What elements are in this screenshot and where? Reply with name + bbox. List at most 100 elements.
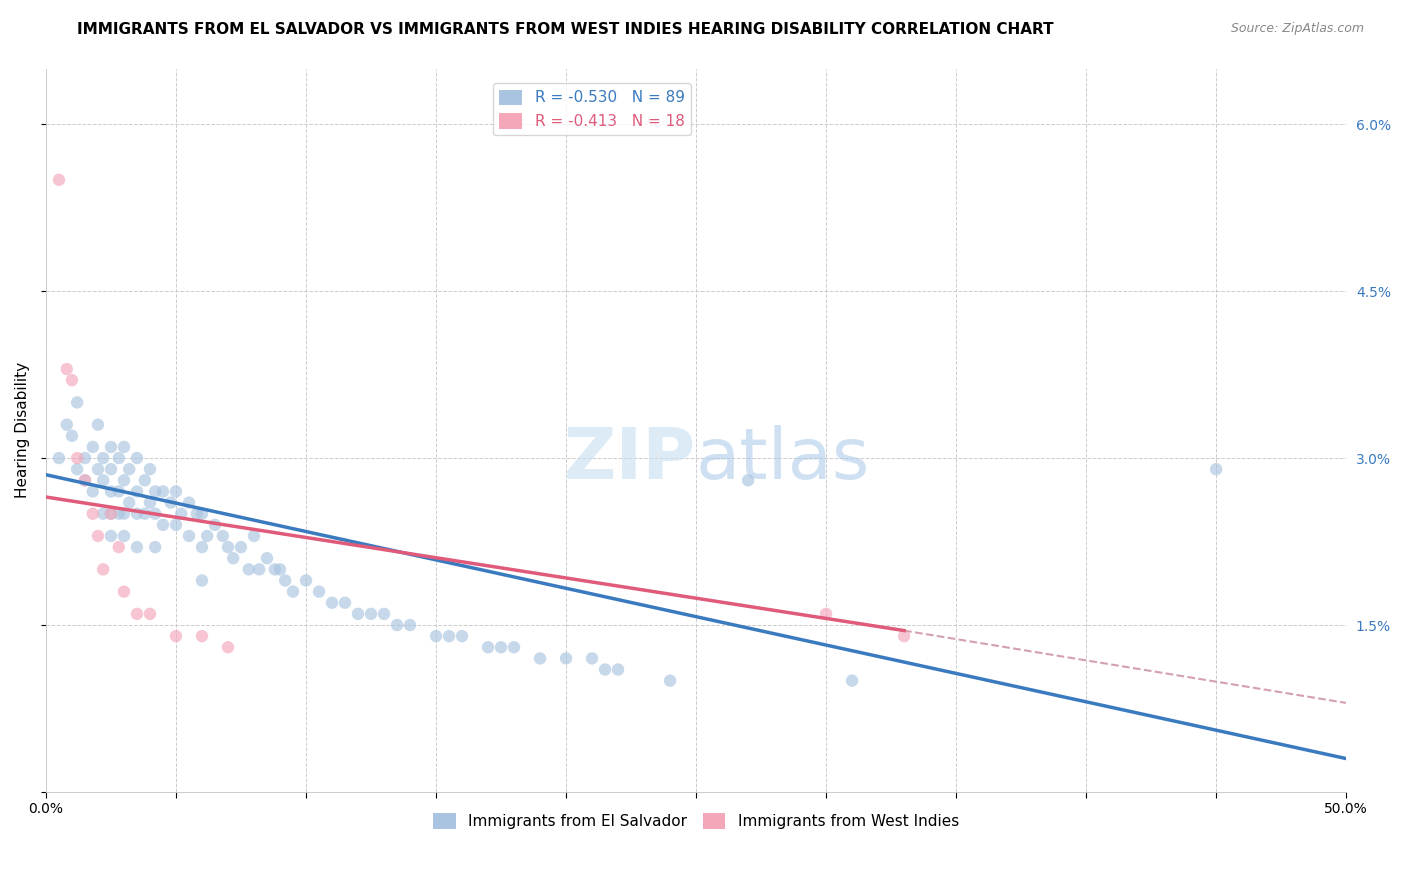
Point: [87, 462, 110, 476]
Point: [451, 629, 474, 643]
Point: [607, 663, 630, 677]
Point: [159, 495, 181, 509]
Text: IMMIGRANTS FROM EL SALVADOR VS IMMIGRANTS FROM WEST INDIES HEARING DISABILITY CO: IMMIGRANTS FROM EL SALVADOR VS IMMIGRANT…: [77, 22, 1054, 37]
Point: [66, 462, 89, 476]
Point: [1205, 462, 1227, 476]
Point: [347, 607, 370, 621]
Point: [66, 451, 89, 466]
Point: [125, 451, 148, 466]
Point: [91, 473, 114, 487]
Point: [143, 507, 166, 521]
Point: [217, 640, 239, 655]
Point: [112, 507, 135, 521]
Point: [112, 473, 135, 487]
Point: [399, 618, 422, 632]
Point: [112, 529, 135, 543]
Point: [385, 618, 408, 632]
Point: [125, 484, 148, 499]
Point: [503, 640, 526, 655]
Point: [107, 507, 129, 521]
Point: [118, 462, 141, 476]
Point: [48, 451, 70, 466]
Point: [360, 607, 382, 621]
Point: [100, 462, 122, 476]
Point: [139, 495, 162, 509]
Point: [229, 540, 252, 554]
Point: [191, 507, 214, 521]
Point: [112, 584, 135, 599]
Point: [82, 484, 104, 499]
Point: [211, 529, 233, 543]
Point: [87, 529, 110, 543]
Point: [222, 551, 245, 566]
Point: [274, 574, 297, 588]
Point: [437, 629, 460, 643]
Point: [91, 451, 114, 466]
Point: [170, 507, 193, 521]
Point: [321, 596, 343, 610]
Point: [125, 507, 148, 521]
Point: [191, 629, 214, 643]
Point: [55, 417, 77, 432]
Point: [100, 484, 122, 499]
Point: [593, 663, 616, 677]
Point: [66, 395, 89, 409]
Point: [555, 651, 578, 665]
Point: [112, 440, 135, 454]
Point: [152, 484, 174, 499]
Point: [263, 562, 285, 576]
Point: [165, 484, 187, 499]
Point: [737, 473, 759, 487]
Point: [489, 640, 512, 655]
Y-axis label: Hearing Disability: Hearing Disability: [15, 362, 30, 499]
Point: [60, 429, 83, 443]
Point: [125, 540, 148, 554]
Point: [107, 484, 129, 499]
Text: Source: ZipAtlas.com: Source: ZipAtlas.com: [1230, 22, 1364, 36]
Point: [82, 507, 104, 521]
Point: [815, 607, 838, 621]
Point: [118, 495, 141, 509]
Point: [281, 584, 304, 599]
Point: [87, 417, 110, 432]
Point: [73, 451, 96, 466]
Point: [333, 596, 356, 610]
Point: [134, 507, 156, 521]
Point: [269, 562, 291, 576]
Point: [60, 373, 83, 387]
Point: [204, 517, 226, 532]
Point: [529, 651, 551, 665]
Point: [82, 440, 104, 454]
Point: [55, 362, 77, 376]
Point: [73, 473, 96, 487]
Point: [165, 517, 187, 532]
Point: [243, 529, 266, 543]
Point: [191, 540, 214, 554]
Point: [247, 562, 270, 576]
Point: [581, 651, 603, 665]
Point: [659, 673, 682, 688]
Point: [238, 562, 260, 576]
Point: [152, 517, 174, 532]
Point: [139, 462, 162, 476]
Point: [73, 473, 96, 487]
Legend: Immigrants from El Salvador, Immigrants from West Indies: Immigrants from El Salvador, Immigrants …: [427, 806, 965, 835]
Point: [143, 484, 166, 499]
Point: [373, 607, 395, 621]
Point: [477, 640, 499, 655]
Point: [425, 629, 447, 643]
Point: [256, 551, 278, 566]
Point: [217, 540, 239, 554]
Point: [841, 673, 863, 688]
Point: [195, 529, 218, 543]
Point: [893, 629, 915, 643]
Point: [308, 584, 330, 599]
Point: [48, 173, 70, 187]
Point: [134, 473, 156, 487]
Text: ZIP: ZIP: [564, 425, 696, 493]
Point: [139, 607, 162, 621]
Point: [100, 507, 122, 521]
Point: [177, 495, 200, 509]
Point: [191, 574, 214, 588]
Point: [91, 562, 114, 576]
